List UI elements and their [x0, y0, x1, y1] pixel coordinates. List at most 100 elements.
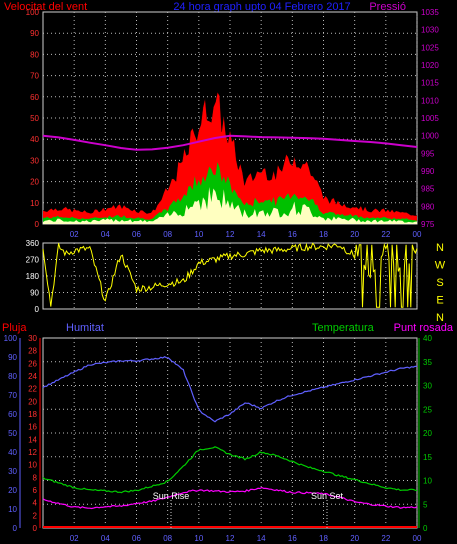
humidity-axis-tick-label: 60 [8, 410, 17, 419]
temperature-axis-tick-label: 10 [423, 477, 432, 486]
pressure-axis-tick-label: 1010 [421, 96, 439, 105]
wind-axis-tick-label: 20 [30, 178, 39, 187]
pressure-line [42, 134, 418, 151]
humidity-axis-tick-label: 10 [8, 505, 17, 514]
x-tick-label: 04 [101, 534, 110, 543]
compass-label: N [436, 242, 444, 254]
humidity-axis-tick-label: 90 [8, 353, 17, 362]
pressure-axis-tick-label: 995 [421, 149, 435, 158]
pressure-axis-tick-label: 1030 [421, 26, 439, 35]
pressure-axis-tick-label: 985 [421, 185, 435, 194]
compass-label: S [436, 277, 443, 289]
x-tick-label: 10 [194, 230, 203, 239]
humidity-axis-tick-label: 100 [4, 334, 18, 343]
x-tick-label: 08 [163, 230, 172, 239]
humidity-label: Humitat [66, 322, 104, 334]
compass-label: N [436, 312, 444, 324]
wind-min-area [43, 187, 417, 224]
wind-axis-tick-label: 10 [30, 199, 39, 208]
wind-axis-tick-label: 30 [30, 156, 39, 165]
temperature-axis-tick-label: 40 [423, 334, 432, 343]
x-tick-label: 22 [381, 534, 390, 543]
humidity-axis-tick-label: 0 [13, 524, 18, 533]
humidity-axis-tick-label: 80 [8, 372, 17, 381]
x-tick-label: 08 [163, 534, 172, 543]
compass-label: E [436, 295, 443, 307]
rain-axis-tick-label: 8 [33, 473, 38, 482]
rain-axis-tick-label: 16 [28, 423, 37, 432]
x-tick-label: 18 [319, 534, 328, 543]
wind-axis-tick-label: 40 [30, 135, 39, 144]
x-tick-label: 00 [413, 534, 422, 543]
rain-axis-tick-label: 22 [28, 385, 37, 394]
wind-axis-tick-label: 80 [30, 50, 39, 59]
rain-axis-tick-label: 12 [28, 448, 37, 457]
rain-axis-tick-label: 20 [28, 397, 37, 406]
temperature-axis-tick-label: 15 [423, 453, 432, 462]
rain-axis-tick-label: 28 [28, 347, 37, 356]
pressure-axis-tick-label: 1015 [421, 79, 439, 88]
direction-axis-tick-label: 360 [26, 239, 40, 248]
temperature-axis-tick-label: 5 [423, 500, 428, 509]
temperature-axis-tick-label: 20 [423, 429, 432, 438]
rain-axis-tick-label: 6 [33, 486, 38, 495]
rain-label: Pluja [2, 322, 27, 334]
x-tick-label: 18 [319, 230, 328, 239]
rain-axis-tick-label: 2 [33, 511, 38, 520]
x-tick-label: 14 [257, 534, 266, 543]
wind-speed-label: Velocitat del vent [4, 1, 87, 13]
pressure-axis-tick-label: 1000 [421, 132, 439, 141]
x-tick-label: 20 [350, 230, 359, 239]
humidity-axis-tick-label: 50 [8, 429, 17, 438]
rain-axis-tick-label: 30 [28, 334, 37, 343]
x-tick-label: 14 [257, 230, 266, 239]
graph-title: 24 hora graph upto 04 Febrero 2017 [173, 1, 350, 13]
humidity-axis-tick-label: 30 [8, 467, 17, 476]
bottom-plot-frame [42, 337, 418, 529]
rain-axis-tick-label: 10 [28, 461, 37, 470]
wind-gust-edge [42, 91, 418, 216]
rain-axis-tick-label: 24 [28, 372, 37, 381]
dew-point-line [42, 486, 418, 510]
humidity-line [42, 355, 418, 423]
pressure-axis-tick-label: 990 [421, 167, 435, 176]
sun-set-label: Sun Set [311, 491, 344, 501]
temperature-line [42, 446, 418, 494]
wind-avg-area [43, 162, 417, 224]
x-tick-label: 22 [381, 230, 390, 239]
x-tick-label: 06 [132, 534, 141, 543]
pressure-axis-tick-label: 1020 [421, 61, 439, 70]
x-tick-label: 02 [70, 230, 79, 239]
humidity-axis-tick-label: 70 [8, 391, 17, 400]
x-tick-label: 00 [413, 230, 422, 239]
wind-gust-area [43, 92, 417, 224]
x-tick-label: 20 [350, 534, 359, 543]
x-tick-label: 16 [288, 534, 297, 543]
temperature-axis-tick-label: 25 [423, 405, 432, 414]
temperature-axis-tick-label: 0 [423, 524, 428, 533]
x-tick-label: 16 [288, 230, 297, 239]
pressure-axis-tick-label: 1025 [421, 43, 439, 52]
compass-label: W [435, 260, 446, 272]
pressure-axis-tick-label: 980 [421, 202, 435, 211]
direction-axis-tick-label: 0 [35, 305, 40, 314]
direction-line [42, 242, 418, 308]
pressure-axis-tick-label: 1005 [421, 114, 439, 123]
temperature-axis-tick-label: 30 [423, 382, 432, 391]
x-tick-label: 04 [101, 230, 110, 239]
x-tick-label: 02 [70, 534, 79, 543]
wind-axis-tick-label: 90 [30, 29, 39, 38]
humidity-axis-tick-label: 20 [8, 486, 17, 495]
dew-point-label: Punt rosada [394, 322, 454, 334]
direction-axis-tick-label: 270 [26, 256, 40, 265]
x-tick-label: 12 [226, 230, 235, 239]
direction-axis-tick-label: 90 [30, 289, 39, 298]
rain-axis-tick-label: 0 [33, 524, 38, 533]
wind-axis-tick-label: 100 [26, 8, 40, 17]
x-tick-label: 06 [132, 230, 141, 239]
rain-axis-tick-label: 14 [28, 435, 37, 444]
humidity-axis-tick-label: 40 [8, 448, 17, 457]
bottom-panel: Pluja Humitat Temperatura Punt rosada 0 1… [2, 322, 454, 543]
